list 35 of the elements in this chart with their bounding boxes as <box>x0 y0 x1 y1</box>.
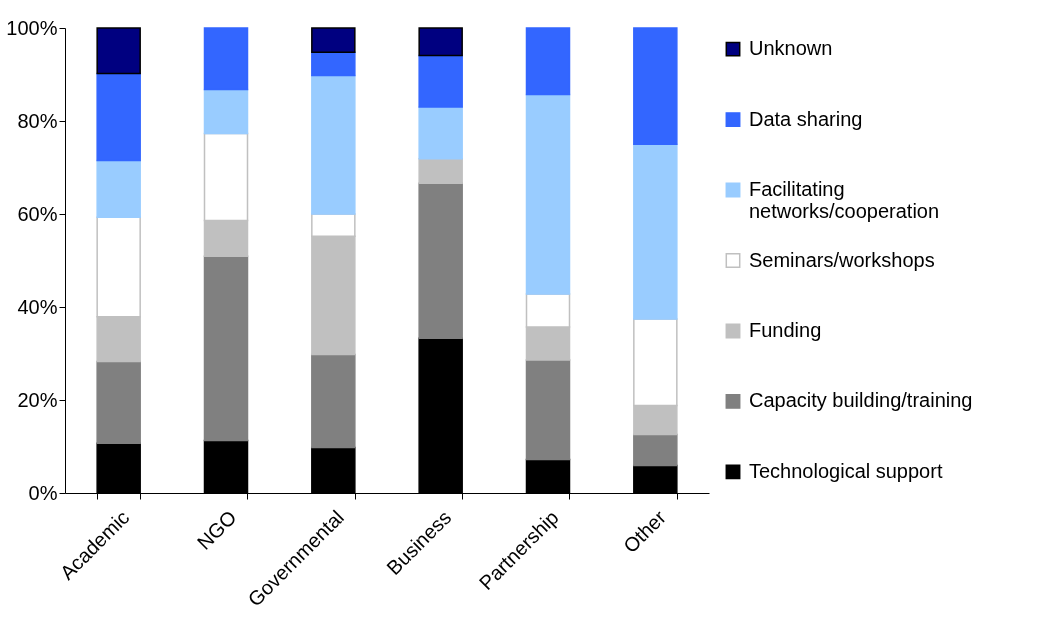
bar <box>96 27 141 75</box>
legend-label: Facilitating networks/cooperation <box>749 178 940 223</box>
bar <box>525 27 571 96</box>
y-tick-label: 80% <box>17 109 58 132</box>
legend-label: Technological support <box>749 459 943 482</box>
bar <box>418 27 463 57</box>
bar <box>96 360 141 444</box>
y-tick-label: 20% <box>17 388 58 411</box>
legend-label: Capacity building/training <box>749 389 973 412</box>
bar <box>96 72 141 162</box>
legend-label: Seminars/workshops <box>749 248 935 271</box>
bar <box>203 88 249 135</box>
bar <box>311 353 356 449</box>
bar <box>311 51 356 77</box>
bar <box>418 157 463 185</box>
bar <box>633 27 678 145</box>
bar <box>311 27 356 53</box>
bar <box>418 106 463 160</box>
bar <box>525 93 571 295</box>
bar <box>203 27 249 91</box>
bar <box>633 433 678 467</box>
y-tick-label: 0% <box>28 481 58 504</box>
y-tick-label: 60% <box>17 202 58 225</box>
bar <box>203 255 249 442</box>
legend-label: Funding <box>749 318 822 341</box>
bar <box>311 74 356 215</box>
bar <box>633 143 678 320</box>
bar <box>418 54 463 108</box>
legend-label: Unknown <box>749 37 833 60</box>
bar <box>96 159 141 219</box>
y-tick-label: 100% <box>6 16 58 39</box>
bar <box>525 359 571 461</box>
y-tick-label: 40% <box>17 295 58 318</box>
bar <box>418 182 463 339</box>
legend-label: Data sharing <box>749 107 863 130</box>
